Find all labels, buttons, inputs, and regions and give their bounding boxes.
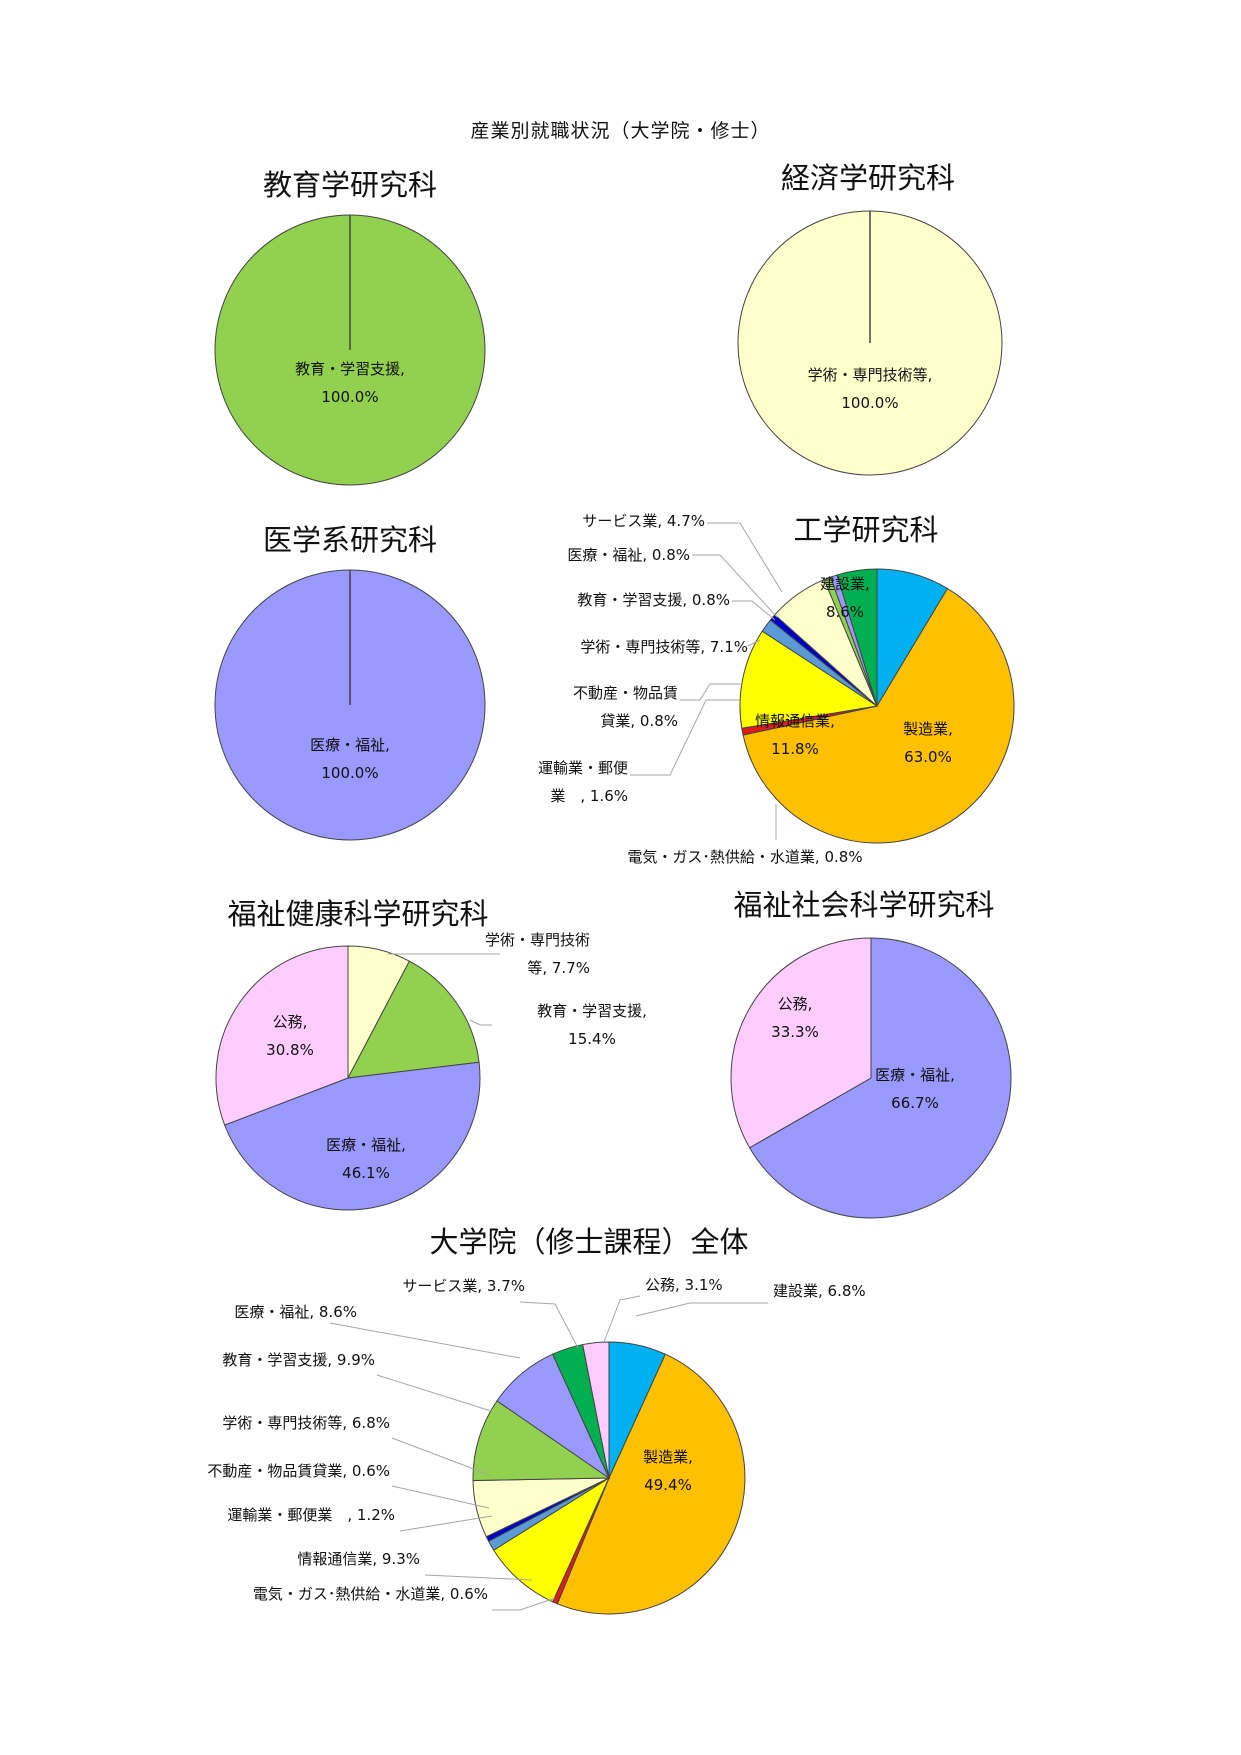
pie-slice [730,937,872,1149]
data-label: 不動産・物品賃貸業, 0.6% [207,1462,390,1480]
data-label: 公務, [273,1013,308,1031]
leader-line [747,639,761,647]
data-label: 学術・専門技術等, [808,366,933,384]
pie-slice [556,1353,746,1615]
leader-line [469,1019,492,1026]
data-label: 医療・福祉, 8.6% [234,1303,357,1321]
data-label: 医療・福祉, [326,1136,406,1154]
pie-slice [347,960,480,1079]
data-label: 11.8% [771,740,819,758]
chart-title: 経済学研究科 [781,161,955,195]
data-label: 学術・専門技術等, 7.1% [580,638,748,656]
leader-line [329,1322,521,1359]
leader-line [492,1597,556,1611]
data-label: 15.4% [568,1030,616,1048]
chart-title: 福祉社会科学研究科 [733,888,994,922]
data-label: 貸業, 0.8% [600,712,678,730]
leader-line [680,683,742,701]
data-label: 教育・学習支援, 9.9% [222,1351,375,1369]
page-title: 産業別就職状況（大学院・修士） [470,120,771,142]
leader-line [399,1515,493,1532]
data-label: 教育・学習支援, 0.8% [577,591,730,609]
data-label: 等, 7.7% [527,959,590,977]
leader-line [692,554,778,618]
pie-slice [224,1061,481,1211]
leader-line [603,1295,641,1343]
data-label: サービス業, 4.7% [582,512,705,530]
leader-line [732,600,776,621]
data-label: 運輸業・郵便業 , 1.2% [227,1506,395,1524]
data-label: 46.1% [342,1164,390,1182]
data-label: 49.4% [644,1476,692,1494]
leader-line [391,1485,490,1509]
data-label: 医療・福祉, 0.8% [567,546,690,564]
data-label: 公務, 3.1% [645,1276,723,1294]
data-label: 電気・ガス･熱供給・水道業, 0.8% [627,848,862,866]
data-label: 教育・学習支援, [537,1002,647,1020]
data-label: 学術・専門技術 [485,931,590,949]
pie-slice [739,630,879,729]
chart-title: 教育学研究科 [263,168,437,202]
chart-title: 医学系研究科 [263,523,437,557]
data-label: 医療・福祉, [310,736,390,754]
leader-line [424,1574,533,1581]
pie-slice [493,1476,611,1603]
data-label: 不動産・物品賃 [573,684,678,702]
leader-line [391,1437,488,1475]
data-label: 製造業, [903,720,953,738]
data-label: 8.6% [826,603,864,621]
data-label: 製造業, [643,1448,693,1466]
chart-title: 工学研究科 [793,513,938,547]
data-label: 100.0% [321,764,378,782]
leader-line [707,522,783,593]
data-label: 100.0% [321,388,378,406]
data-label: 運輸業・郵便 [538,759,628,777]
data-label: 66.7% [891,1094,939,1112]
data-label: 情報通信業, 9.3% [297,1550,420,1568]
data-label: 30.8% [266,1041,314,1059]
pie-slice [582,1341,610,1479]
data-label: 教育・学習支援, [295,360,405,378]
data-label: 公務, [778,995,813,1013]
chart-title: 福祉健康科学研究科 [227,897,488,931]
leader-line [376,1374,492,1412]
pie-slice [742,587,1015,844]
pie-slice [215,945,349,1126]
data-label: 建設業, 6.8% [773,1282,866,1300]
data-label: 63.0% [904,748,952,766]
chart-title: 大学院（修士課程）全体 [429,1225,748,1259]
data-label: 電気・ガス･熱供給・水道業, 0.6% [253,1585,488,1603]
data-label: 業 , 1.6% [550,787,628,805]
leader-line [635,1302,768,1317]
leader-line [519,1301,579,1349]
pie-slice [472,1400,611,1482]
pie-slice [748,937,1012,1219]
pie-slice [836,568,878,707]
data-label: 情報通信業, [755,712,835,730]
data-label: 100.0% [841,394,898,412]
data-label: 医療・福祉, [875,1066,955,1084]
leader-line [630,699,740,776]
data-label: サービス業, 3.7% [402,1277,525,1295]
data-label: 建設業, [820,575,870,593]
data-label: 33.3% [771,1023,819,1041]
data-label: 学術・専門技術等, 6.8% [222,1414,390,1432]
